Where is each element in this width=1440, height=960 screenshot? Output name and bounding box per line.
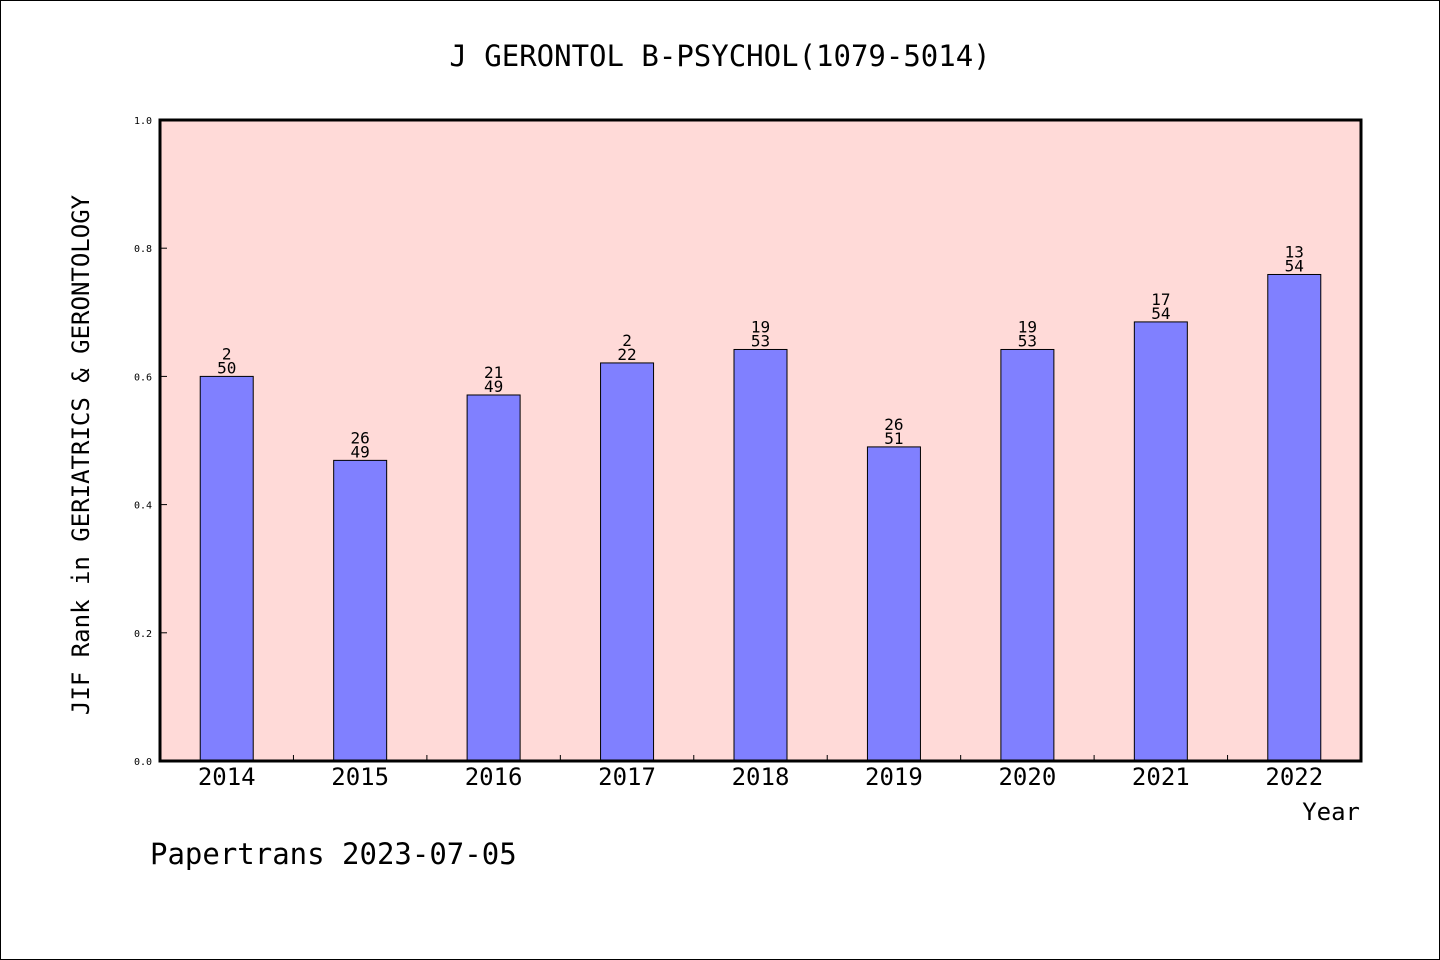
bar-2019: [866, 446, 921, 762]
x-tick-label: 2022: [1265, 763, 1323, 791]
data-label-rank: 26: [351, 428, 370, 447]
bar-2022: [1267, 273, 1322, 762]
data-label-total: 53: [1018, 331, 1037, 350]
x-tick-label: 2015: [331, 763, 389, 791]
data-label-rank: 21: [484, 363, 503, 382]
y-tick-label: 0.2: [134, 629, 152, 640]
chart-title: J GERONTOL B-PSYCHOL(1079-5014): [449, 39, 990, 73]
x-tick-label: 2021: [1132, 763, 1190, 791]
data-label-total: 53: [751, 331, 770, 350]
data-label-rank: 13: [1285, 242, 1304, 261]
bar-2020: [1000, 348, 1055, 762]
bar-2017: [600, 362, 655, 762]
data-label-total: 51: [884, 429, 903, 448]
x-tick-label: 2014: [198, 763, 256, 791]
bar-2021: [1133, 321, 1188, 762]
x-axis-label: Year: [1302, 798, 1360, 826]
data-label-total: 50: [217, 358, 236, 377]
plot-border: [158, 118, 1363, 763]
bar-2014: [199, 375, 254, 762]
x-tick-label: 2018: [732, 763, 790, 791]
data-label-rank: 19: [1018, 317, 1037, 336]
y-tick-label: 0.6: [134, 372, 152, 383]
data-label-total: 54: [1151, 304, 1170, 323]
footer-watermark: Papertrans 2023-07-05: [150, 837, 517, 871]
y-tick-label: 0.0: [134, 757, 152, 768]
x-tick-label: 2016: [465, 763, 523, 791]
y-tick-label: 0.4: [134, 501, 152, 512]
x-tick-label: 2017: [598, 763, 656, 791]
data-label-total: 49: [351, 442, 370, 461]
x-tick-label: 2019: [865, 763, 923, 791]
y-axis-label: JIF Rank in GERIATRICS & GERONTOLOGY: [67, 194, 95, 715]
y-tick-label: 0.8: [134, 244, 152, 255]
data-label-rank: 2: [222, 344, 232, 363]
data-label-total: 22: [617, 345, 636, 364]
data-label-rank: 26: [884, 415, 903, 434]
x-axis-ticks: 2014 2015 2016 2017 2018 2019 2020 2021 2022: [198, 755, 1323, 791]
data-label-rank: 19: [751, 317, 770, 336]
x-tick-label: 2020: [998, 763, 1056, 791]
bar-2016: [466, 394, 521, 762]
bar-2015: [333, 459, 388, 762]
y-tick-label: 1.0: [134, 116, 152, 127]
data-label-total: 49: [484, 377, 503, 396]
bar-2018: [733, 348, 788, 762]
data-label-rank: 2: [622, 331, 632, 350]
bars: [199, 273, 1322, 762]
data-label-rank: 17: [1151, 290, 1170, 309]
data-label-total: 54: [1285, 256, 1304, 275]
